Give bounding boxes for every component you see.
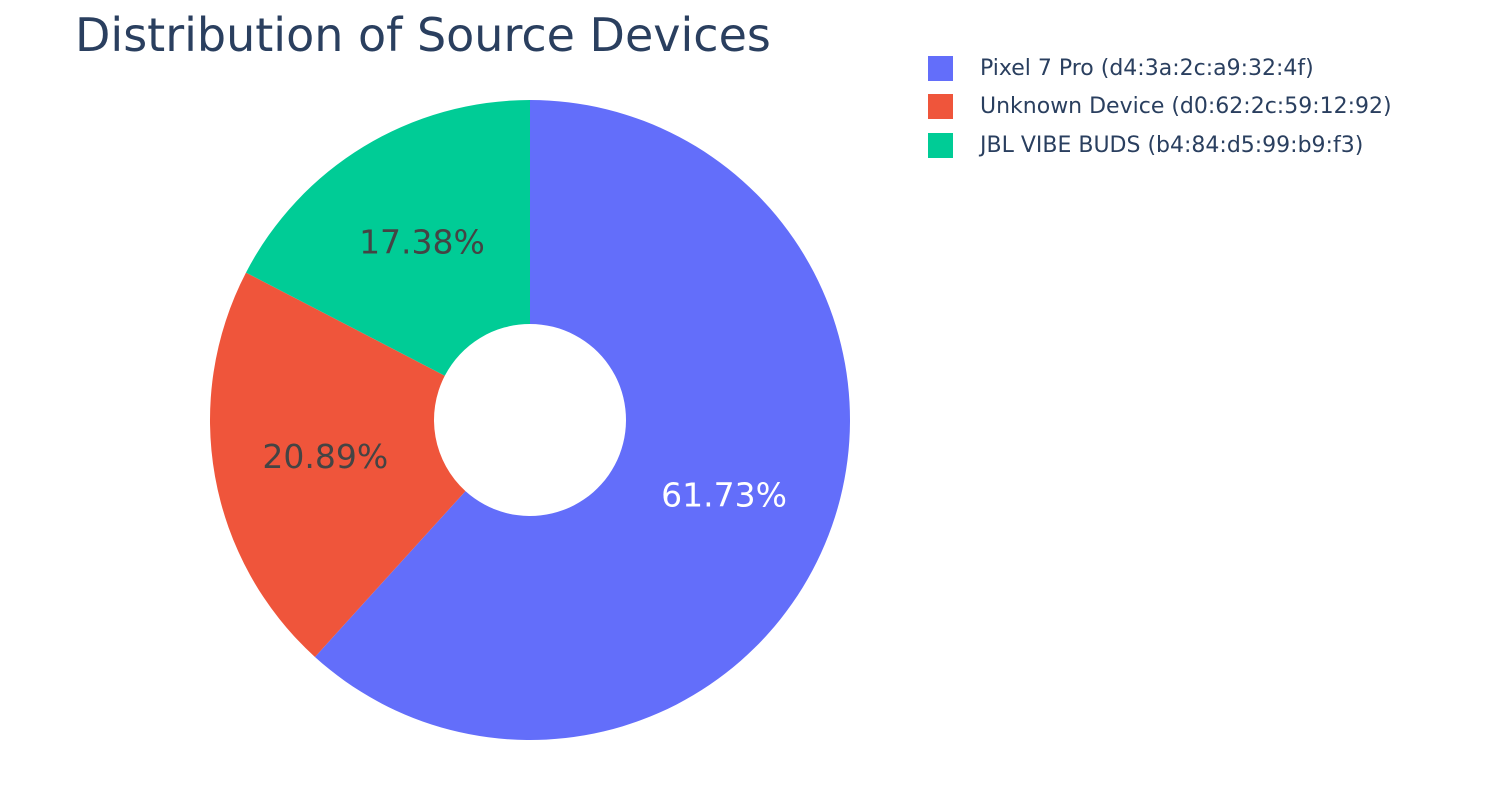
legend-label: Unknown Device (d0:62:2c:59:12:92) bbox=[980, 94, 1392, 120]
legend-swatch bbox=[928, 55, 953, 81]
legend-item[interactable]: Unknown Device (d0:62:2c:59:12:92) bbox=[928, 88, 1392, 127]
pie-slice[interactable] bbox=[209, 272, 466, 657]
legend: Pixel 7 Pro (d4:3a:2c:a9:32:4f) Unknown … bbox=[928, 49, 1392, 165]
pie-slice[interactable] bbox=[245, 100, 530, 376]
slice-label: 61.73% bbox=[661, 475, 787, 514]
pie-slice[interactable] bbox=[314, 100, 850, 740]
legend-label: JBL VIBE BUDS (b4:84:d5:99:b9:f3) bbox=[980, 132, 1364, 158]
slice-label: 20.89% bbox=[262, 437, 388, 476]
legend-label: Pixel 7 Pro (d4:3a:2c:a9:32:4f) bbox=[980, 55, 1314, 81]
legend-swatch bbox=[928, 94, 953, 120]
legend-item[interactable]: JBL VIBE BUDS (b4:84:d5:99:b9:f3) bbox=[928, 126, 1392, 165]
slice-label: 17.38% bbox=[359, 223, 485, 262]
chart-title: Distribution of Source Devices bbox=[75, 8, 771, 62]
legend-swatch bbox=[928, 132, 953, 158]
legend-item[interactable]: Pixel 7 Pro (d4:3a:2c:a9:32:4f) bbox=[928, 49, 1392, 88]
